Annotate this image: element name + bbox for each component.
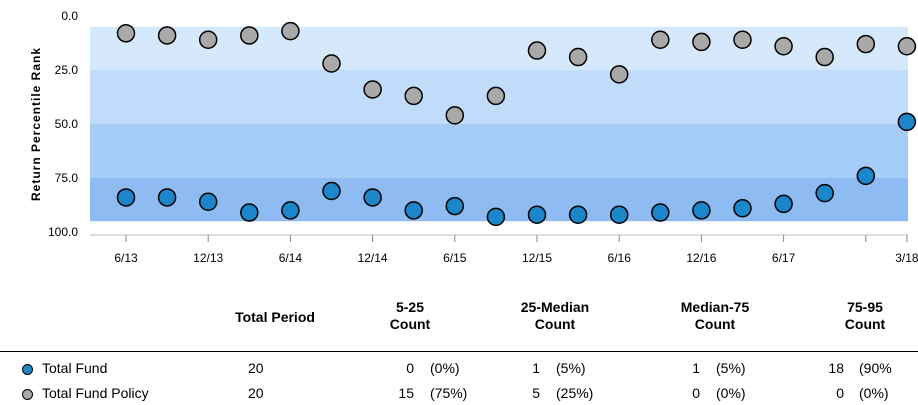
- header-25-median-count: 25-Median Count: [520, 299, 590, 332]
- legend-marker-total-fund: [22, 364, 33, 375]
- row-p4: (0%): [859, 385, 889, 401]
- point-total-fund: [568, 205, 588, 224]
- point-total-fund-policy: [815, 47, 834, 67]
- point-total-fund: [733, 198, 752, 218]
- row-p3: (0%): [716, 385, 746, 401]
- table-row-total-fund: Total Fund 20 0 (0%) 1 (5%) 1 (5%) 18 (9…: [0, 360, 918, 380]
- point-total-fund-policy: [774, 36, 793, 56]
- row-c2: 1: [532, 360, 540, 376]
- y-tick-label: 75.0: [55, 171, 79, 185]
- point-total-fund: [774, 194, 793, 214]
- point-total-fund-policy: [198, 30, 218, 50]
- point-total-fund: [692, 201, 711, 220]
- point-total-fund: [240, 203, 259, 222]
- point-total-fund: [815, 183, 834, 203]
- point-total-fund: [651, 203, 670, 222]
- row-c1: 0: [406, 360, 414, 376]
- row-c3: 0: [692, 385, 700, 401]
- header-median-75-count: Median-75 Count: [680, 299, 750, 332]
- x-tick-label: 3/18: [895, 251, 918, 265]
- header-total-period: Total Period: [235, 309, 315, 325]
- row-p2: (5%): [556, 360, 586, 376]
- x-tick-label: 12/14: [358, 251, 388, 265]
- row-p3: (5%): [716, 360, 746, 376]
- point-total-fund-policy: [157, 26, 177, 45]
- header-75-95-count: 75-95 Count: [844, 299, 886, 332]
- point-total-fund: [404, 201, 423, 220]
- point-total-fund: [116, 188, 136, 207]
- point-total-fund-policy: [609, 65, 629, 84]
- table-divider: [0, 351, 918, 352]
- point-total-fund-policy: [692, 32, 711, 52]
- y-axis-label: Return Percentile Rank: [29, 47, 43, 201]
- band-2: [90, 124, 908, 178]
- point-total-fund: [281, 201, 300, 220]
- point-total-fund-policy: [116, 24, 136, 43]
- x-tick-label: 6/13: [114, 251, 138, 265]
- header-5-25-count: 5-25 Count: [389, 299, 431, 332]
- point-total-fund: [157, 188, 177, 207]
- point-total-fund-policy: [733, 30, 752, 50]
- row-name: Total Fund Policy: [42, 385, 149, 401]
- point-total-fund-policy: [897, 36, 917, 56]
- point-total-fund-policy: [240, 26, 259, 45]
- band-0: [90, 26, 908, 70]
- point-total-fund-policy: [363, 80, 382, 99]
- point-total-fund-policy: [856, 34, 876, 54]
- percentile-rank-chart: 0.0 25.0 50.0 75.0 100.0 6/13 12/13 6/14 12/14 6/…: [29, 9, 918, 265]
- point-total-fund-policy: [486, 86, 506, 106]
- y-tick-label: 25.0: [55, 63, 79, 77]
- y-tick-label: 100.0: [48, 225, 78, 239]
- row-c1: 15: [398, 385, 414, 401]
- y-tick-label: 50.0: [55, 117, 79, 131]
- row-c4: 18: [828, 360, 844, 376]
- point-total-fund-policy: [568, 47, 588, 67]
- point-total-fund-policy: [527, 41, 547, 60]
- point-total-fund: [527, 205, 547, 224]
- point-total-fund-policy: [404, 86, 423, 106]
- row-total: 20: [248, 385, 264, 401]
- row-p1: (0%): [430, 360, 460, 376]
- x-tick-label: 6/17: [772, 251, 796, 265]
- row-name: Total Fund: [42, 360, 108, 376]
- x-tick-label: 6/16: [608, 251, 632, 265]
- point-total-fund: [609, 205, 629, 224]
- point-total-fund: [445, 196, 465, 216]
- data-points: [116, 21, 917, 227]
- point-total-fund-policy: [445, 106, 465, 125]
- chart-axes: 0.0 25.0 50.0 75.0 100.0 6/13 12/13 6/14 12/14 6/…: [48, 9, 918, 265]
- row-p1: (75%): [430, 385, 468, 401]
- point-total-fund-policy: [651, 30, 670, 50]
- point-total-fund: [856, 166, 876, 186]
- row-c4: 0: [836, 385, 844, 401]
- point-total-fund: [363, 188, 382, 207]
- x-tick-label: 12/16: [686, 251, 716, 265]
- row-p4: (90%: [859, 360, 892, 376]
- point-total-fund-policy: [281, 21, 300, 41]
- x-tick-label: 12/15: [522, 251, 552, 265]
- point-total-fund-policy: [322, 54, 341, 73]
- table-row-total-fund-policy: Total Fund Policy 20 15 (75%) 5 (25%) 0 …: [0, 385, 918, 405]
- row-c3: 1: [692, 360, 700, 376]
- point-total-fund: [198, 192, 218, 212]
- percentile-bands: [90, 26, 908, 222]
- row-c2: 5: [532, 385, 540, 401]
- row-total: 20: [248, 360, 264, 376]
- point-total-fund: [486, 207, 506, 227]
- legend-marker-total-fund-policy: [22, 389, 33, 400]
- point-total-fund: [322, 181, 341, 201]
- x-tick-label: 12/13: [193, 251, 223, 265]
- row-p2: (25%): [556, 385, 594, 401]
- y-tick-label: 0.0: [61, 9, 78, 23]
- x-tick-label: 6/14: [279, 251, 303, 265]
- x-tick-label: 6/15: [443, 251, 467, 265]
- point-total-fund: [897, 112, 917, 132]
